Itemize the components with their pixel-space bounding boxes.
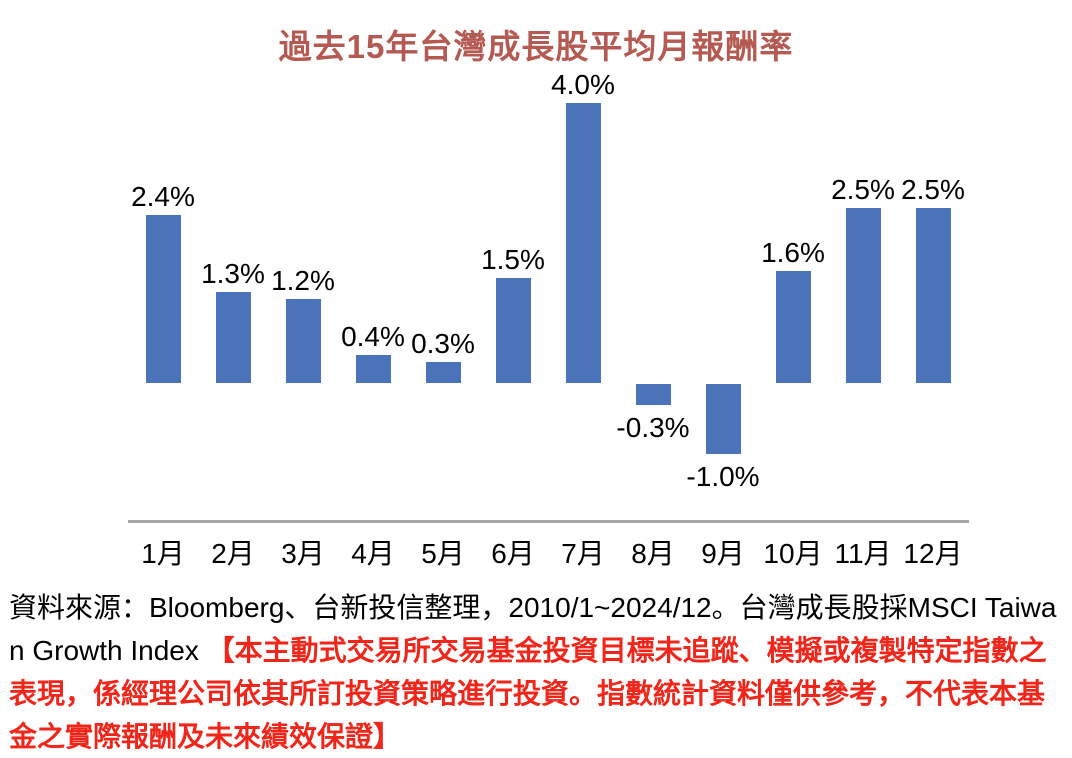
- x-tick-1月: 1月: [141, 538, 185, 569]
- bar-1月: [145, 215, 181, 383]
- x-axis-line: [128, 520, 969, 523]
- bar-4月: [355, 355, 391, 383]
- value-label-11月: 2.5%: [831, 174, 895, 205]
- x-tick-2月: 2月: [211, 538, 255, 569]
- value-label-2月: 1.3%: [201, 258, 265, 289]
- bar-8月: [635, 384, 671, 405]
- value-label-5月: 0.3%: [411, 328, 475, 359]
- bar-12月: [915, 208, 951, 383]
- x-tick-6月: 6月: [491, 538, 535, 569]
- x-tick-7月: 7月: [561, 538, 605, 569]
- chart-title: 過去15年台灣成長股平均月報酬率: [278, 28, 794, 65]
- x-tick-10月: 10月: [763, 538, 823, 569]
- bar-9月: [705, 384, 741, 454]
- value-label-6月: 1.5%: [481, 244, 545, 275]
- value-label-8月: -0.3%: [616, 412, 690, 443]
- value-label-7月: 4.0%: [551, 69, 615, 100]
- x-tick-12月: 12月: [903, 538, 963, 569]
- x-tick-5月: 5月: [421, 538, 465, 569]
- value-label-1月: 2.4%: [131, 181, 195, 212]
- value-label-3月: 1.2%: [271, 265, 335, 296]
- bar-11月: [845, 208, 881, 383]
- x-tick-4月: 4月: [351, 538, 395, 569]
- bar-6月: [495, 278, 531, 383]
- x-tick-9月: 9月: [701, 538, 745, 569]
- bar-3月: [285, 299, 321, 383]
- value-label-4月: 0.4%: [341, 321, 405, 352]
- bar-2月: [215, 292, 251, 383]
- value-label-12月: 2.5%: [901, 174, 965, 205]
- footnote: 資料來源：Bloomberg、台新投信整理，2010/1~2024/12。台灣成…: [9, 586, 1063, 758]
- x-tick-11月: 11月: [834, 538, 892, 569]
- value-label-9月: -1.0%: [686, 461, 760, 492]
- disclaimer-text: 【本主動式交易所交易基金投資目標未追蹤、模擬或複製特定指數之表現，係經理公司依其…: [9, 635, 1047, 752]
- value-label-10月: 1.6%: [761, 237, 825, 268]
- bar-7月: [565, 103, 601, 383]
- bar-10月: [775, 271, 811, 383]
- x-tick-3月: 3月: [281, 538, 325, 569]
- source-text: 資料來源：Bloomberg、台新投信整理，2010/1~2024/12。台灣成…: [9, 592, 1057, 666]
- x-tick-8月: 8月: [631, 538, 675, 569]
- bar-5月: [425, 362, 461, 383]
